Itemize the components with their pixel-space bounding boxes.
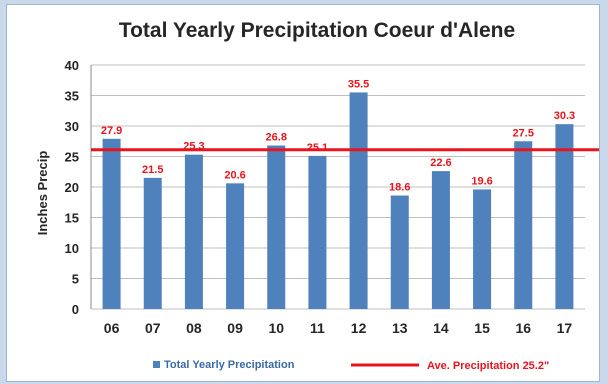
x-tick-label: 10: [268, 320, 284, 336]
x-tick-label: 07: [145, 320, 161, 336]
bar-08: [184, 154, 203, 309]
data-label: 27.5: [513, 127, 534, 139]
x-tick-label: 17: [557, 320, 573, 336]
y-tick-label: 35: [65, 89, 79, 104]
x-tick-label: 13: [392, 320, 408, 336]
bar-13: [390, 195, 409, 309]
y-tick-label: 5: [72, 272, 79, 287]
x-tick-label: 11: [310, 320, 325, 336]
bar-07: [143, 177, 162, 309]
y-tick-label: 30: [65, 119, 79, 134]
x-tick-label: 12: [351, 320, 367, 336]
data-label: 35.5: [348, 78, 369, 90]
y-tick-label: 25: [65, 150, 79, 165]
legend-bar-swatch: [153, 361, 160, 368]
y-tick-label: 15: [65, 211, 79, 226]
data-label: 30.3: [554, 110, 575, 122]
x-tick-label: 09: [227, 320, 243, 336]
y-tick-label: 20: [65, 180, 79, 195]
x-tick-label: 14: [433, 320, 449, 336]
data-label: 19.6: [471, 175, 492, 187]
x-tick-label: 08: [186, 320, 202, 336]
data-label: 22.6: [430, 157, 451, 169]
bar-14: [431, 171, 450, 309]
data-label: 27.9: [101, 125, 122, 137]
bar-15: [473, 189, 492, 309]
chart-title: Total Yearly Precipitation Coeur d'Alene: [119, 19, 515, 42]
bar-17: [555, 124, 574, 309]
x-tick-label: 16: [515, 320, 531, 336]
chart: Total Yearly Precipitation Coeur d'Alene…: [35, 19, 599, 372]
y-axis-label: Inches Precip: [35, 151, 50, 236]
legend-bar-label: Total Yearly Precipitation: [164, 359, 295, 371]
x-tick-label: 15: [474, 320, 490, 336]
chart-panel: Total Yearly Precipitation Coeur d'Alene…: [6, 4, 600, 382]
bar-09: [226, 183, 245, 309]
y-tick-label: 40: [65, 58, 79, 73]
data-label: 21.5: [142, 164, 163, 176]
data-label: 20.6: [224, 169, 245, 181]
legend: Total Yearly Precipitation Ave. Precipita…: [153, 359, 549, 372]
bar-16: [514, 141, 533, 309]
y-tick-label: 0: [72, 302, 79, 317]
data-label: 25.3: [183, 141, 204, 153]
x-tick-label: 06: [104, 320, 120, 336]
bar-06: [102, 138, 121, 309]
bar-11: [308, 155, 327, 309]
bar-10: [267, 145, 286, 309]
data-label: 18.6: [389, 182, 410, 194]
data-label: 25.1: [307, 142, 328, 154]
bar-12: [349, 92, 368, 309]
y-tick-label: 10: [65, 241, 79, 256]
data-label: 26.8: [266, 132, 287, 144]
legend-line-label: Ave. Precipitation 25.2": [427, 360, 549, 372]
